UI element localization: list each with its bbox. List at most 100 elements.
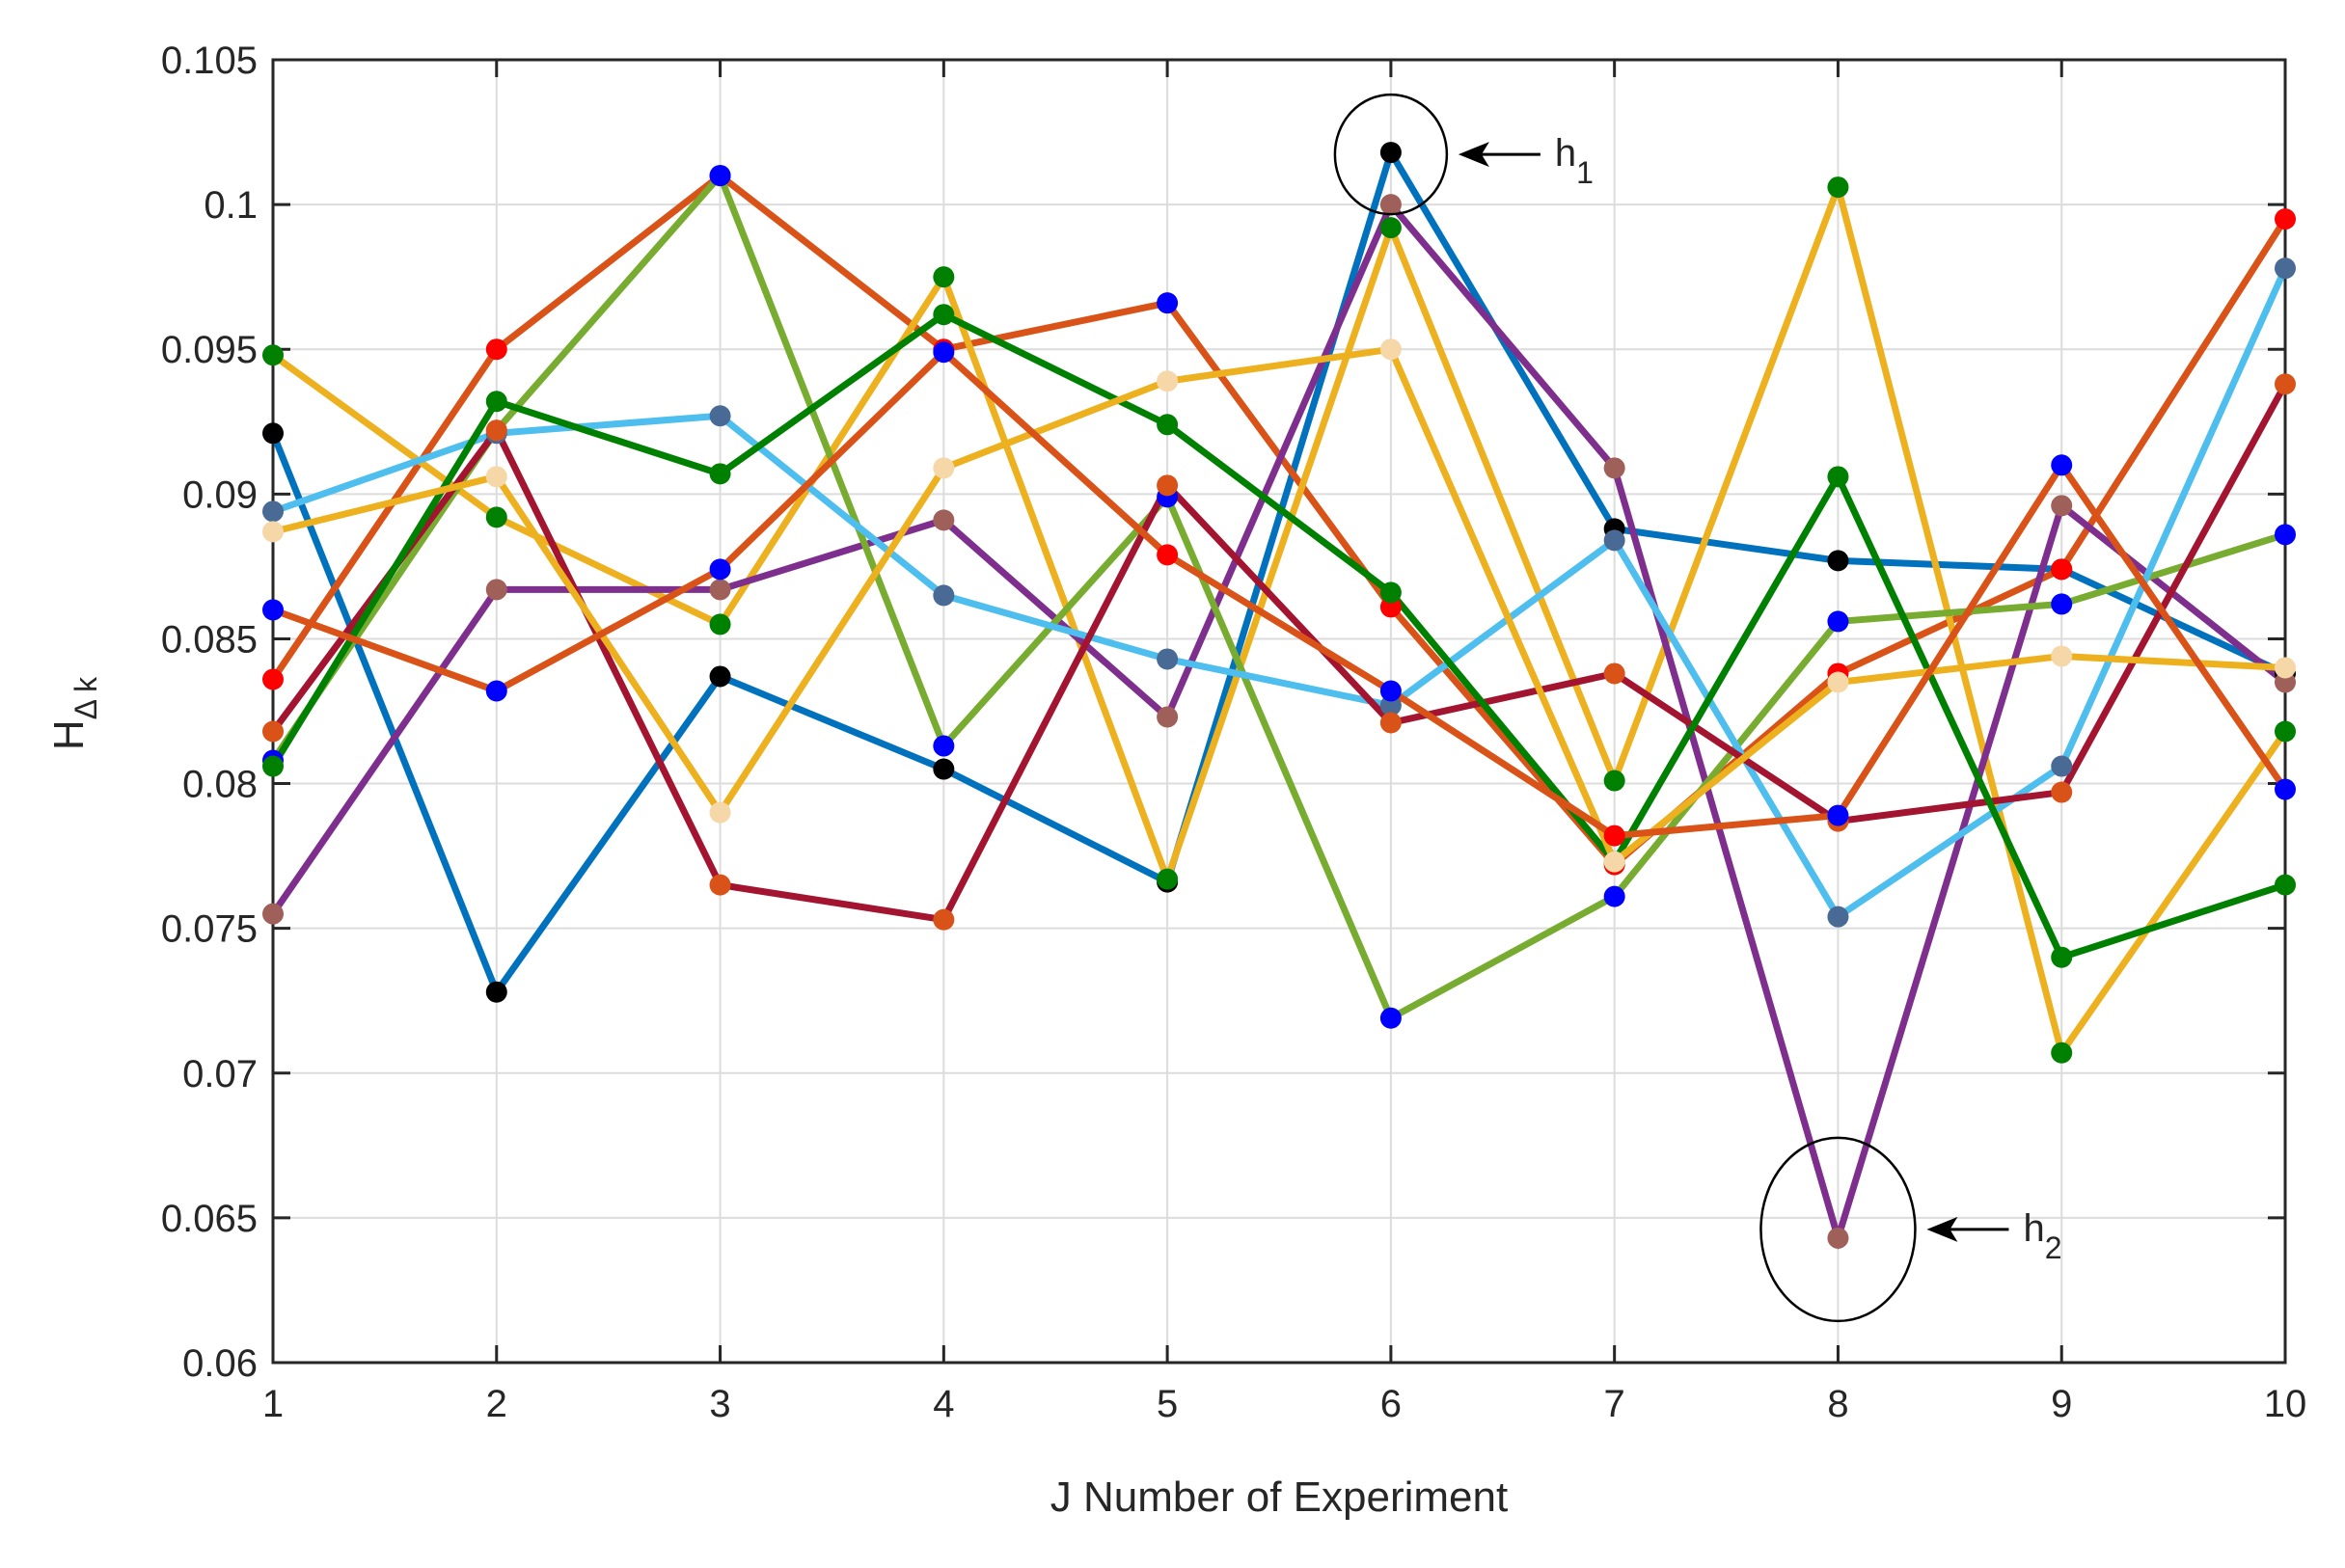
point-series-8	[1157, 414, 1179, 436]
point-series-3	[709, 613, 731, 635]
point-series-7	[1157, 474, 1179, 497]
point-series-4	[262, 903, 284, 925]
point-series-10	[709, 558, 731, 581]
line-series-7	[270, 382, 2289, 924]
point-series-6	[262, 500, 284, 523]
point-series-5	[709, 165, 731, 187]
point-series-7	[1603, 662, 1625, 685]
y-tick-label: 0.09	[182, 473, 258, 516]
line-series-5	[270, 169, 2287, 1023]
point-series-3	[933, 266, 955, 288]
point-series-7	[709, 874, 731, 896]
point-series-4	[1379, 194, 1402, 216]
point-series-9	[485, 466, 507, 488]
x-tick-label: 1	[262, 1383, 284, 1425]
annotation-arrow-head	[1458, 142, 1489, 168]
annotation-circle	[1333, 93, 1449, 216]
point-series-4	[1603, 457, 1625, 479]
point-series-8	[2275, 874, 2296, 896]
point-series-10	[933, 341, 955, 364]
point-series-5	[1379, 1007, 1402, 1029]
point-series-4	[2051, 495, 2073, 517]
y-tick-label: 0.07	[182, 1053, 258, 1095]
point-series-4	[1827, 1227, 1849, 1249]
y-tick-label: 0.065	[161, 1198, 258, 1240]
line-series-9	[272, 345, 2286, 868]
point-series-1	[485, 981, 507, 1003]
x-axis-label: J Number of Experiment	[1050, 1473, 1508, 1521]
point-series-9	[1827, 671, 1849, 693]
annotation-arrow-head	[1926, 1216, 1958, 1242]
point-series-6	[2051, 755, 2073, 777]
point-series-2	[1157, 292, 1179, 314]
point-series-10	[1827, 804, 1849, 826]
axis-ticks: 1 2 3 4 5 6 7 8 9 10 0.06 0.065 0.07 0.075 0.08 0.085 0.…	[161, 40, 2306, 1425]
point-series-8	[933, 304, 955, 326]
point-series-8	[485, 391, 507, 413]
annotation-circle	[1759, 1136, 1917, 1323]
x-tick-label: 7	[1604, 1383, 1625, 1425]
point-series-7	[2051, 781, 2073, 803]
line-series-1	[269, 144, 2287, 999]
point-series-10	[2275, 778, 2296, 800]
series-markers	[262, 142, 2296, 1249]
point-series-3	[1157, 868, 1179, 890]
point-series-9	[2051, 645, 2073, 667]
point-series-9	[1379, 338, 1402, 361]
y-tick-label: 0.08	[182, 764, 258, 806]
y-tick-label: 0.075	[161, 908, 258, 951]
series-lines	[269, 144, 2289, 1251]
x-tick-label: 5	[1157, 1383, 1178, 1425]
point-series-3	[2051, 1041, 2073, 1064]
y-tick-label: 0.1	[204, 184, 258, 227]
y-axis-label-main: H	[45, 719, 93, 750]
y-axis-label: HΔ k	[45, 676, 103, 750]
point-series-2	[485, 338, 507, 361]
point-series-5	[933, 735, 955, 757]
y-tick-label: 0.105	[161, 40, 258, 82]
point-series-3	[262, 344, 284, 366]
y-tick-label: 0.06	[182, 1342, 258, 1385]
point-series-10	[485, 680, 507, 702]
point-series-4	[933, 509, 955, 531]
point-series-6	[2275, 257, 2296, 280]
x-tick-label: 8	[1827, 1383, 1848, 1425]
point-series-1	[933, 758, 955, 780]
annotations: h1 h2	[1333, 93, 2061, 1323]
point-series-6	[1603, 529, 1625, 552]
point-series-7	[933, 908, 955, 931]
point-series-7	[1379, 712, 1402, 734]
point-series-3	[1379, 217, 1402, 239]
point-series-5	[2275, 524, 2296, 546]
line-series-3	[270, 176, 2288, 1062]
point-series-6	[709, 405, 731, 427]
point-series-9	[709, 801, 731, 824]
point-series-2	[262, 668, 284, 690]
point-series-3	[485, 506, 507, 528]
point-series-7	[2275, 373, 2296, 395]
point-series-8	[1379, 581, 1402, 604]
x-tick-label: 3	[709, 1383, 730, 1425]
line-series-4	[270, 198, 2288, 1251]
point-series-3	[1603, 770, 1625, 792]
x-tick-label: 4	[933, 1383, 954, 1425]
y-tick-label: 0.085	[161, 618, 258, 661]
x-tick-label: 9	[2051, 1383, 2072, 1425]
point-series-3	[2275, 720, 2296, 743]
point-series-10	[1157, 544, 1179, 566]
point-series-2	[2051, 558, 2073, 581]
point-series-4	[485, 579, 507, 601]
point-series-1	[709, 665, 731, 688]
point-series-5	[1603, 885, 1625, 907]
point-series-4	[1157, 706, 1179, 728]
plot-area-frame	[271, 58, 2287, 1365]
point-series-4	[709, 579, 731, 601]
point-series-1	[1827, 550, 1849, 572]
point-series-10	[1379, 680, 1402, 702]
point-series-6	[933, 584, 955, 607]
line-series-10	[271, 347, 2288, 840]
y-axis-label-sub: Δ k	[68, 676, 103, 720]
point-series-9	[1157, 370, 1179, 392]
